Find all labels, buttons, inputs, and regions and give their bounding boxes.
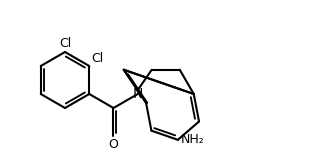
Text: N: N xyxy=(132,87,143,101)
Text: NH₂: NH₂ xyxy=(181,133,205,146)
Text: Cl: Cl xyxy=(59,37,71,50)
Text: O: O xyxy=(109,138,118,151)
Text: Cl: Cl xyxy=(91,52,104,65)
